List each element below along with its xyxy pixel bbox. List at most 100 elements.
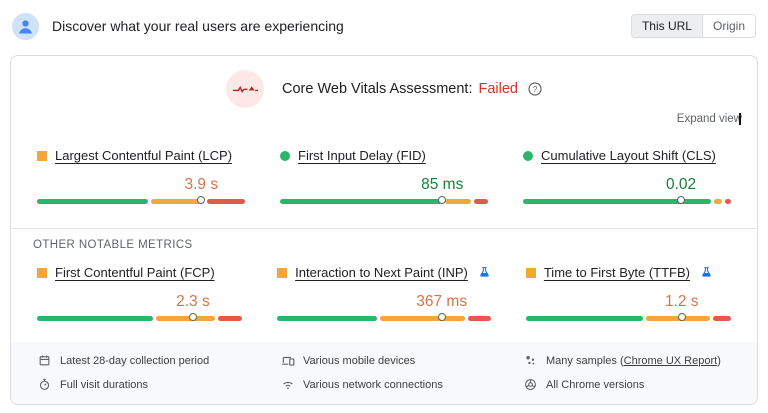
metric-lcp: Largest Contentful Paint (LCP) 3.9 s — [37, 148, 245, 206]
crux-report-link[interactable]: Chrome UX Report — [623, 354, 718, 367]
metric-value: 3.9 s — [184, 176, 219, 193]
footer-column-2: Various mobile devices Various network c… — [280, 351, 488, 404]
bar-marker — [437, 313, 446, 321]
field-data-header: Discover what your real users are experi… — [0, 0, 768, 52]
bar-poor-segment — [218, 316, 243, 321]
metric-header: Cumulative Layout Shift (CLS) — [523, 148, 731, 163]
metric-status-bullet — [523, 150, 533, 161]
devices-icon — [280, 354, 295, 368]
metric-fid: First Input Delay (FID) 85 ms — [280, 148, 488, 206]
samples-icon — [523, 354, 538, 367]
metric-bar-area: 2.3 s — [37, 293, 243, 323]
metric-status-bullet — [37, 267, 47, 278]
metric-header: Time to First Byte (TTFB) — [525, 265, 731, 280]
metric-value: 367 ms — [416, 293, 468, 310]
metric-distribution-bar — [523, 196, 732, 204]
experiment-flask-icon — [478, 266, 491, 279]
metric-distribution-bar — [37, 196, 245, 204]
bar-average-segment — [379, 316, 465, 321]
expand-view-link[interactable]: Expand view — [676, 113, 742, 125]
metric-status-bullet — [525, 267, 536, 278]
metric-bar-area: 0.02 — [523, 176, 732, 206]
bar-good-segment — [525, 316, 644, 321]
other-metrics-heading: OTHER NOTABLE METRICS — [33, 239, 193, 251]
metric-label-link[interactable]: Largest Contentful Paint (LCP) — [55, 148, 233, 163]
metric-ttfb: Time to First Byte (TTFB) 1.2 s — [525, 265, 732, 323]
footer-item-text: All Chrome versions — [546, 378, 645, 391]
footer-item-text: Full visit durations — [60, 378, 149, 391]
assessment-chart-icon — [226, 70, 265, 108]
assessment-label: Core Web Vitals Assessment: — [282, 81, 473, 97]
bar-average-segment — [713, 199, 722, 204]
core-metrics-row: Largest Contentful Paint (LCP) 3.9 s — [11, 148, 757, 206]
bar-marker — [438, 196, 447, 204]
bar-good-segment — [37, 316, 153, 321]
metric-value: 85 ms — [421, 176, 464, 193]
bar-average-segment — [155, 316, 216, 321]
calendar-icon — [37, 354, 52, 367]
assessment-title: Core Web Vitals Assessment: Failed ? — [282, 81, 542, 97]
this-url-tab[interactable]: This URL — [630, 14, 702, 38]
help-icon[interactable]: ? — [528, 82, 542, 96]
metric-label-link[interactable]: First Contentful Paint (FCP) — [55, 265, 215, 280]
footer-item-text: Latest 28-day collection period — [60, 354, 210, 367]
core-web-vitals-card: Core Web Vitals Assessment: Failed ? Exp… — [10, 55, 758, 405]
metric-inp: Interaction to Next Paint (INP) 367 ms — [277, 265, 491, 323]
bar-poor-segment — [206, 199, 245, 204]
bar-poor-segment — [468, 316, 491, 321]
footer-item-text: Many samples (Chrome UX Report) — [546, 355, 721, 367]
metric-label-link[interactable]: First Input Delay (FID) — [298, 148, 426, 163]
metric-cls: Cumulative Layout Shift (CLS) 0.02 — [523, 148, 732, 206]
stopwatch-icon — [37, 378, 52, 391]
metric-bar-area: 367 ms — [277, 293, 491, 323]
metric-header: First Contentful Paint (FCP) — [37, 265, 242, 280]
bar-good-segment — [280, 199, 442, 204]
metric-distribution-bar — [525, 313, 732, 321]
samples-text-prefix: Many samples ( — [546, 354, 624, 367]
bar-average-segment — [151, 199, 204, 204]
bar-marker — [188, 313, 197, 321]
bar-good-segment — [523, 199, 711, 204]
assessment-row: Core Web Vitals Assessment: Failed ? — [11, 70, 757, 108]
bar-poor-segment — [713, 316, 732, 321]
bar-poor-segment — [724, 199, 732, 204]
footer-column-3: Many samples (Chrome UX Report) All Chro… — [523, 351, 731, 404]
url-origin-toggle: This URL Origin — [630, 14, 756, 38]
samples-item: Many samples (Chrome UX Report) — [523, 351, 731, 370]
metric-distribution-bar — [37, 313, 243, 321]
metric-value: 1.2 s — [664, 293, 699, 310]
metric-bar-area: 85 ms — [280, 176, 488, 206]
bar-good-segment — [37, 199, 149, 204]
collection-period-item: Latest 28-day collection period — [37, 351, 245, 370]
chrome-icon — [523, 378, 538, 391]
metric-bar-area: 1.2 s — [525, 293, 732, 323]
bar-marker — [197, 196, 206, 204]
metric-header: First Input Delay (FID) — [280, 148, 488, 163]
metric-label-link[interactable]: Cumulative Layout Shift (CLS) — [541, 148, 716, 163]
metric-status-bullet — [277, 267, 288, 278]
real-users-icon — [12, 12, 39, 40]
chrome-versions-item: All Chrome versions — [523, 375, 731, 394]
section-divider — [11, 228, 757, 229]
bar-good-segment — [277, 316, 377, 321]
experiment-flask-icon — [700, 266, 713, 279]
metric-label-link[interactable]: Interaction to Next Paint (INP) — [295, 265, 468, 280]
footer-item-text: Various mobile devices — [303, 354, 416, 367]
metric-header: Largest Contentful Paint (LCP) — [37, 148, 245, 163]
visit-durations-item: Full visit durations — [37, 375, 245, 394]
metric-header: Interaction to Next Paint (INP) — [277, 265, 491, 280]
metric-fcp: First Contentful Paint (FCP) 2.3 s — [37, 265, 243, 323]
origin-tab[interactable]: Origin — [701, 14, 756, 38]
metric-status-bullet — [37, 150, 47, 161]
wifi-icon — [280, 378, 295, 392]
bar-average-segment — [444, 199, 471, 204]
metric-value: 0.02 — [665, 176, 697, 193]
metric-value: 2.3 s — [176, 293, 210, 310]
metric-distribution-bar — [280, 196, 488, 204]
metric-label-link[interactable]: Time to First Byte (TTFB) — [543, 265, 690, 280]
bar-poor-segment — [473, 199, 488, 204]
metric-status-bullet — [280, 150, 290, 161]
devices-item: Various mobile devices — [280, 351, 488, 370]
other-metrics-row: First Contentful Paint (FCP) 2.3 s — [11, 265, 757, 323]
svg-text:?: ? — [533, 84, 538, 94]
